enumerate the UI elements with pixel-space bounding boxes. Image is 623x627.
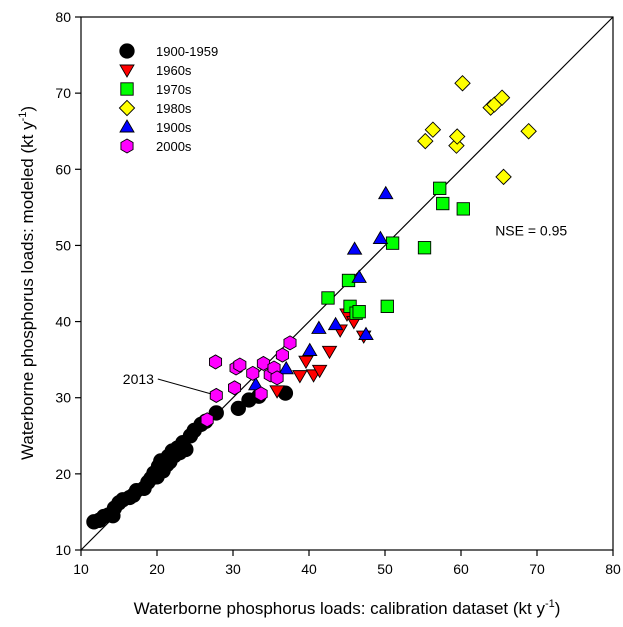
data-point bbox=[448, 137, 465, 154]
data-point bbox=[377, 185, 394, 200]
annotations: NSE = 0.95 2013 bbox=[123, 223, 567, 395]
legend-marker bbox=[120, 82, 134, 96]
data-point bbox=[178, 441, 194, 458]
data-point bbox=[358, 326, 374, 340]
series-diamond bbox=[417, 75, 537, 186]
data-point bbox=[448, 128, 466, 145]
data-point bbox=[209, 354, 223, 370]
annotation-text: 2013 bbox=[123, 371, 154, 387]
data-point bbox=[269, 385, 285, 399]
x-tick-label: 80 bbox=[605, 561, 621, 577]
data-point bbox=[346, 241, 363, 255]
data-point bbox=[493, 89, 511, 106]
legend-label: 1960s bbox=[156, 63, 192, 78]
y-tick-label: 50 bbox=[55, 237, 71, 253]
annotation-leader-line bbox=[157, 378, 212, 395]
series-square bbox=[321, 181, 470, 320]
data-point bbox=[321, 345, 338, 360]
legend-label: 1970s bbox=[156, 82, 192, 97]
x-tick-label: 10 bbox=[73, 561, 89, 577]
data-point bbox=[352, 305, 366, 319]
y-tick-label: 40 bbox=[55, 314, 71, 330]
data-point bbox=[311, 364, 328, 379]
x-tick-label: 30 bbox=[225, 561, 241, 577]
data-point bbox=[233, 357, 247, 373]
data-point bbox=[385, 236, 400, 250]
data-point bbox=[301, 342, 318, 356]
annotation-text: NSE = 0.95 bbox=[495, 223, 567, 239]
data-point bbox=[321, 291, 335, 305]
x-tick-label: 40 bbox=[301, 561, 317, 577]
legend-marker bbox=[119, 64, 135, 78]
data-point bbox=[372, 230, 389, 245]
plot-frame bbox=[80, 16, 614, 551]
data-point bbox=[228, 380, 242, 396]
data-point bbox=[254, 386, 268, 402]
data-point bbox=[270, 370, 284, 386]
data-point bbox=[275, 347, 289, 363]
data-point bbox=[456, 202, 470, 216]
x-axis-title: Waterborne phosphorus loads: calibration… bbox=[134, 598, 561, 618]
y-tick-label: 80 bbox=[55, 9, 71, 25]
data-point bbox=[520, 122, 537, 140]
legend-marker bbox=[118, 99, 136, 117]
data-point bbox=[417, 132, 434, 150]
data-point bbox=[311, 320, 327, 334]
y-tick-label: 60 bbox=[55, 161, 71, 177]
data-point bbox=[433, 181, 447, 195]
series-hexagon bbox=[200, 335, 297, 428]
data-point bbox=[209, 387, 223, 403]
y-tick-label: 70 bbox=[55, 85, 71, 101]
legend-label: 2000s bbox=[156, 139, 192, 154]
x-tick-label: 70 bbox=[529, 561, 545, 577]
legend-label: 1900s bbox=[156, 120, 192, 135]
y-axis-title: Waterborne phosphorus loads: modeled (kt… bbox=[17, 106, 37, 460]
data-point bbox=[454, 75, 471, 92]
x-tick-label: 50 bbox=[377, 561, 393, 577]
data-point bbox=[230, 400, 246, 417]
data-point bbox=[298, 355, 314, 370]
data-point bbox=[380, 299, 394, 313]
legend-label: 1900-1959 bbox=[156, 44, 218, 59]
series-triangle-up bbox=[248, 185, 394, 391]
data-point bbox=[327, 316, 344, 331]
y-axis: 10 20 30 40 50 60 70 80 bbox=[55, 9, 81, 558]
legend-marker bbox=[119, 119, 135, 133]
data-point bbox=[278, 360, 294, 375]
data-points bbox=[86, 75, 537, 530]
legend: 1900-1959 1960s 1970s 1980s 1900s 2000s bbox=[118, 43, 218, 154]
data-point bbox=[417, 241, 432, 255]
data-point bbox=[256, 355, 270, 371]
data-point bbox=[200, 412, 214, 428]
data-point bbox=[246, 365, 260, 381]
data-point bbox=[292, 370, 308, 384]
legend-label: 1980s bbox=[156, 101, 192, 116]
data-point bbox=[283, 335, 297, 351]
data-point bbox=[495, 168, 512, 186]
x-axis: 10 20 30 40 50 60 70 80 bbox=[73, 550, 621, 577]
x-tick-label: 60 bbox=[453, 561, 469, 577]
data-point bbox=[436, 196, 450, 211]
y-tick-label: 10 bbox=[55, 542, 71, 558]
data-point bbox=[351, 269, 367, 283]
series-circle bbox=[86, 385, 294, 530]
data-point bbox=[424, 121, 442, 138]
y-tick-label: 20 bbox=[55, 466, 71, 482]
legend-marker bbox=[120, 138, 134, 154]
x-tick-label: 20 bbox=[149, 561, 165, 577]
y-tick-label: 30 bbox=[55, 390, 71, 406]
legend-marker bbox=[119, 43, 135, 59]
